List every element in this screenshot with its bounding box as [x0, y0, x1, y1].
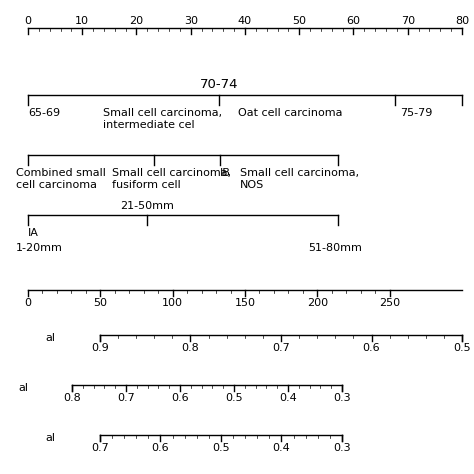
Text: 100: 100	[162, 298, 183, 308]
Text: IA: IA	[28, 228, 39, 238]
Text: Small cell carcinoma,
NOS: Small cell carcinoma, NOS	[240, 168, 359, 190]
Text: 200: 200	[307, 298, 328, 308]
Text: 70-74: 70-74	[200, 78, 238, 91]
Text: 0.4: 0.4	[279, 393, 297, 403]
Text: 0.5: 0.5	[225, 393, 243, 403]
Text: 0: 0	[25, 298, 31, 308]
Text: 0.6: 0.6	[171, 393, 189, 403]
Text: 0.9: 0.9	[91, 343, 109, 353]
Text: 70: 70	[401, 16, 415, 26]
Text: 0.7: 0.7	[272, 343, 290, 353]
Text: 80: 80	[455, 16, 469, 26]
Text: 1-20mm: 1-20mm	[16, 243, 63, 253]
Text: 0.5: 0.5	[212, 443, 230, 453]
Text: Small cell carcinoma,
intermediate cel: Small cell carcinoma, intermediate cel	[103, 108, 222, 129]
Text: 250: 250	[379, 298, 400, 308]
Text: 10: 10	[75, 16, 89, 26]
Text: 65-69: 65-69	[28, 108, 60, 118]
Text: 51-80mm: 51-80mm	[308, 243, 362, 253]
Text: al: al	[45, 433, 55, 443]
Text: 0.8: 0.8	[63, 393, 81, 403]
Text: 20: 20	[129, 16, 144, 26]
Text: 0.3: 0.3	[333, 443, 351, 453]
Text: 0.7: 0.7	[117, 393, 135, 403]
Text: 21-50mm: 21-50mm	[120, 201, 174, 211]
Text: 0.4: 0.4	[273, 443, 291, 453]
Text: 0.7: 0.7	[91, 443, 109, 453]
Text: IB: IB	[220, 168, 231, 178]
Text: 0.6: 0.6	[363, 343, 380, 353]
Text: 0.6: 0.6	[152, 443, 169, 453]
Text: Small cell carcinoma,
fusiform cell: Small cell carcinoma, fusiform cell	[111, 168, 231, 190]
Text: al: al	[18, 383, 28, 393]
Text: 75-79: 75-79	[400, 108, 432, 118]
Text: al: al	[45, 333, 55, 343]
Text: 30: 30	[184, 16, 198, 26]
Text: 40: 40	[238, 16, 252, 26]
Text: 150: 150	[235, 298, 255, 308]
Text: 50: 50	[292, 16, 306, 26]
Text: Oat cell carcinoma: Oat cell carcinoma	[238, 108, 343, 118]
Text: 0.3: 0.3	[333, 393, 351, 403]
Text: 0.8: 0.8	[182, 343, 200, 353]
Text: 50: 50	[93, 298, 107, 308]
Text: 60: 60	[346, 16, 361, 26]
Text: Combined small
cell carcinoma: Combined small cell carcinoma	[16, 168, 106, 190]
Text: 0.5: 0.5	[453, 343, 471, 353]
Text: 0: 0	[25, 16, 31, 26]
